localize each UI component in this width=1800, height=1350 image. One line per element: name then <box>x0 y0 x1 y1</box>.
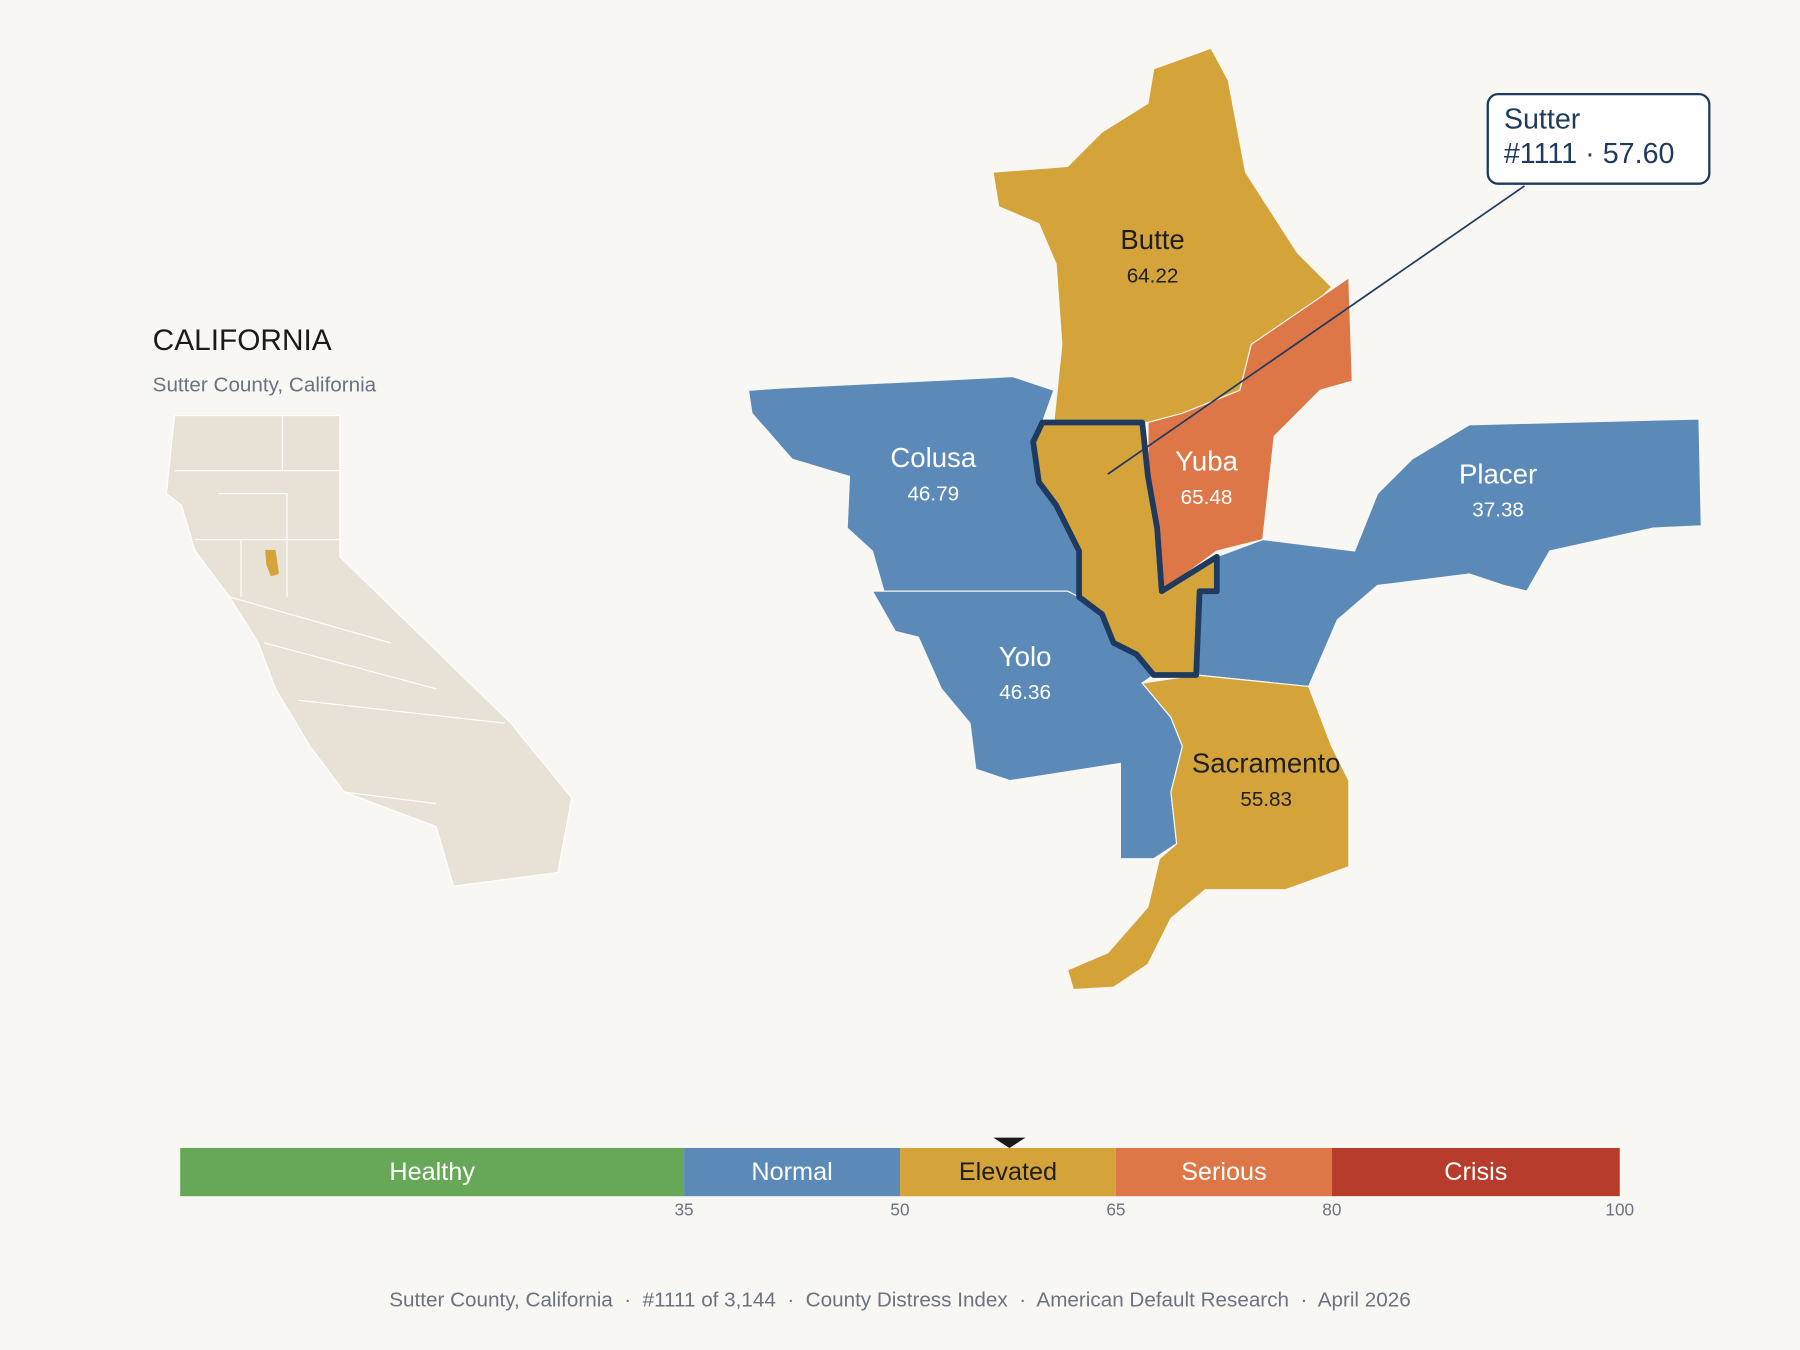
county-value: 65.48 <box>1181 486 1233 509</box>
county-borders <box>174 415 506 805</box>
county-value: 37.38 <box>1472 499 1524 522</box>
scale-bar: Healthy Normal Elevated Serious Crisis 35 50 65… <box>180 1137 1634 1220</box>
selected-county <box>1030 419 1220 678</box>
scale-band-label: Normal <box>751 1158 832 1186</box>
scale-band <box>1115 1147 1332 1197</box>
scale-band <box>900 1147 1116 1197</box>
value-marker <box>993 1137 1026 1148</box>
county-name: Sacramento <box>1192 748 1341 779</box>
scale-band-label: Healthy <box>389 1158 475 1186</box>
scale-band-label: Elevated <box>959 1158 1057 1186</box>
footer: Sutter County, California · #1111 of 3,1… <box>389 1288 1410 1311</box>
scale-tick-label: 35 <box>674 1200 693 1220</box>
scale-tick-label: 80 <box>1322 1200 1341 1220</box>
county-name: Yolo <box>999 641 1052 672</box>
state-inset <box>165 414 573 887</box>
scale-tick-label: 100 <box>1605 1200 1634 1220</box>
state-shape <box>165 414 573 887</box>
callout-label: #1111 · 57.60 <box>1504 138 1675 170</box>
county-map: Butte 64.22 Colusa 46.79 Yuba 65.48 Placer 37.3… <box>747 47 1702 991</box>
scale-band <box>1331 1147 1620 1197</box>
leader-line <box>1107 185 1525 475</box>
county-value: 46.79 <box>907 483 959 506</box>
scale-tick-label: 50 <box>890 1200 909 1220</box>
state-highlight <box>265 549 279 577</box>
callout-box <box>1486 92 1711 185</box>
callout: Sutter #1111 · 57.60 <box>1107 92 1711 475</box>
county-name: Colusa <box>890 442 976 473</box>
scale-band <box>684 1147 900 1197</box>
county-shape <box>1066 674 1350 991</box>
scale-band-label: Serious <box>1181 1158 1267 1186</box>
county-value: 46.36 <box>999 681 1051 704</box>
scale-tick-label: 65 <box>1106 1200 1125 1220</box>
scale-band <box>180 1147 685 1197</box>
county-name: Butte <box>1120 224 1184 255</box>
callout-name: Sutter <box>1504 104 1581 136</box>
scale-band-label: Crisis <box>1444 1158 1507 1186</box>
county-name: Placer <box>1459 458 1537 489</box>
county-value: 55.83 <box>1240 788 1292 811</box>
county-value: 64.22 <box>1127 264 1179 287</box>
subtitle: Sutter County, California <box>153 373 377 396</box>
title: CALIFORNIA <box>153 324 332 357</box>
county-name: Yuba <box>1175 446 1238 477</box>
